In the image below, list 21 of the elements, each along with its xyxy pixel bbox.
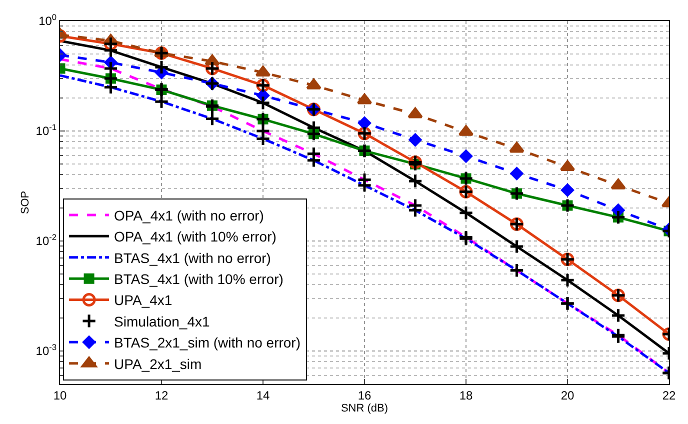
y-tick-label: 10$^{-3}$	[36, 342, 57, 358]
legend-label: OPA_4x1 (with no error)	[114, 207, 264, 224]
x-axis-title: SNR (dB)	[340, 402, 388, 415]
legend-label: BTAS_4x1 (with no error)	[114, 250, 271, 266]
legend-label: UPA_2x1_sim	[114, 356, 202, 372]
legend-label: UPA_4x1	[114, 292, 172, 308]
x-tick-label: 14	[256, 388, 270, 402]
x-tick-label: 18	[459, 388, 473, 402]
legend-label: Simulation_4x1	[114, 313, 210, 330]
x-tick-label: 12	[154, 388, 168, 402]
y-axis-title: SOP	[19, 190, 32, 214]
x-tick-label: 10	[53, 388, 67, 402]
legend-label: OPA_4x1 (with 10% error)	[114, 228, 276, 245]
y-tick-label: 10$^{-2}$	[36, 232, 57, 248]
legend-label: BTAS_4x1 (with 10% error)	[114, 271, 284, 288]
x-tick-label: 20	[560, 388, 574, 402]
x-tick-label: 22	[662, 388, 676, 402]
x-tick-label: 16	[358, 388, 372, 402]
y-tick-label: 10$^{-1}$	[36, 122, 57, 138]
legend-label: BTAS_2x1_sim (with no error)	[114, 334, 301, 351]
y-tick-label: 10$^{0}$	[38, 12, 57, 28]
